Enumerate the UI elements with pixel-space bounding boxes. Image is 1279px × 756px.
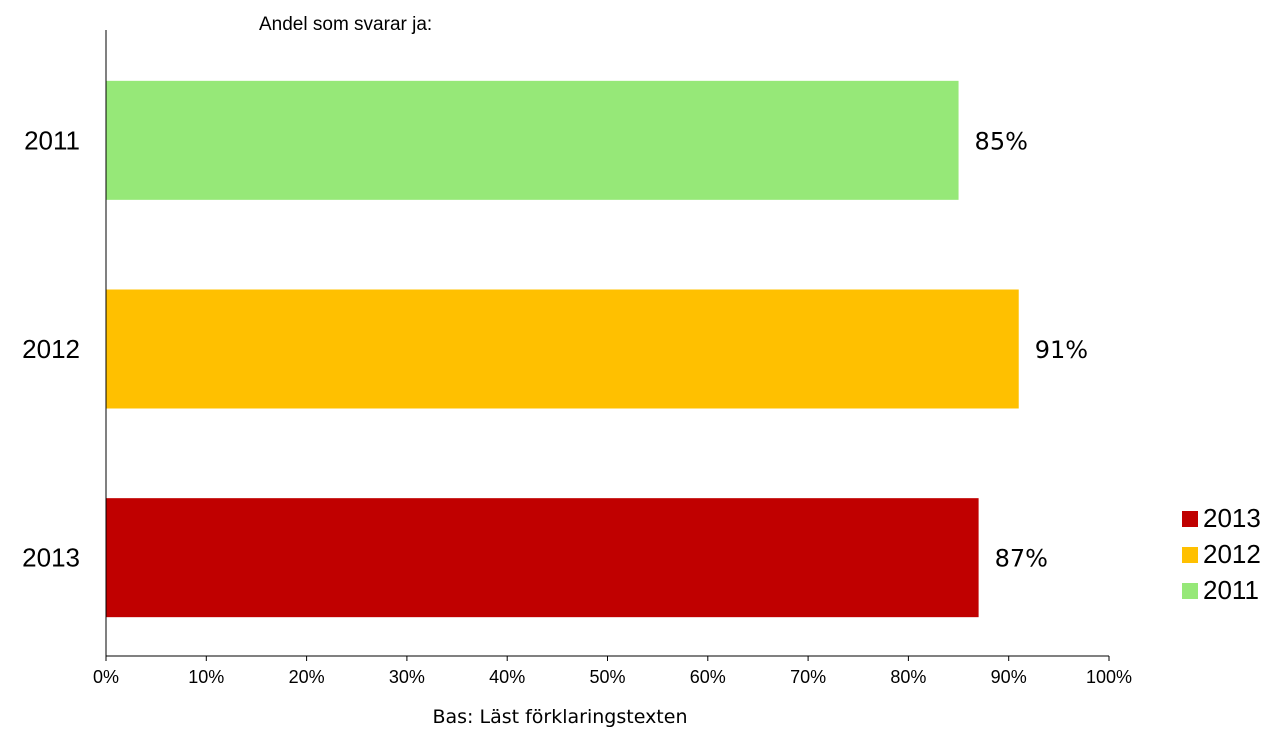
x-tick-label: 90%: [991, 667, 1027, 687]
legend-swatch-2013: [1182, 511, 1198, 527]
category-label-2012: 2012: [22, 334, 80, 364]
category-label-2013: 2013: [22, 543, 80, 573]
value-label-2011: 85%: [975, 127, 1028, 155]
category-label-2011: 2011: [24, 125, 80, 155]
chart-subtitle: Andel som svarar ja:: [259, 14, 433, 35]
x-tick-label: 100%: [1086, 667, 1132, 687]
legend-swatch-2012: [1182, 547, 1198, 563]
x-tick-label: 10%: [188, 667, 224, 687]
value-label-2012: 91%: [1035, 336, 1088, 364]
x-tick-label: 70%: [790, 667, 826, 687]
x-tick-label: 40%: [489, 667, 525, 687]
legend-label-2013: 2013: [1203, 502, 1261, 533]
legend-swatch-2011: [1182, 583, 1198, 599]
legend-label-2012: 2012: [1203, 538, 1261, 569]
bar-2011: [106, 80, 959, 200]
legend-item-2011: 2011: [1182, 572, 1261, 608]
bar-2013: [106, 498, 979, 618]
x-tick-label: 30%: [389, 667, 425, 687]
legend-item-2013: 2013: [1182, 500, 1261, 536]
bar-2012: [106, 289, 1019, 409]
x-tick-label: 60%: [690, 667, 726, 687]
chart-footnote: Bas: Läst förklaringstexten: [432, 706, 688, 728]
x-tick-label: 80%: [890, 667, 926, 687]
x-tick-label: 50%: [589, 667, 625, 687]
legend-label-2011: 2011: [1203, 574, 1259, 605]
legend-item-2012: 2012: [1182, 536, 1261, 572]
value-label-2013: 87%: [995, 545, 1048, 573]
x-tick-label: 20%: [289, 667, 325, 687]
chart-legend: 2013 2012 2011: [1182, 500, 1261, 608]
x-tick-label: 0%: [93, 667, 119, 687]
